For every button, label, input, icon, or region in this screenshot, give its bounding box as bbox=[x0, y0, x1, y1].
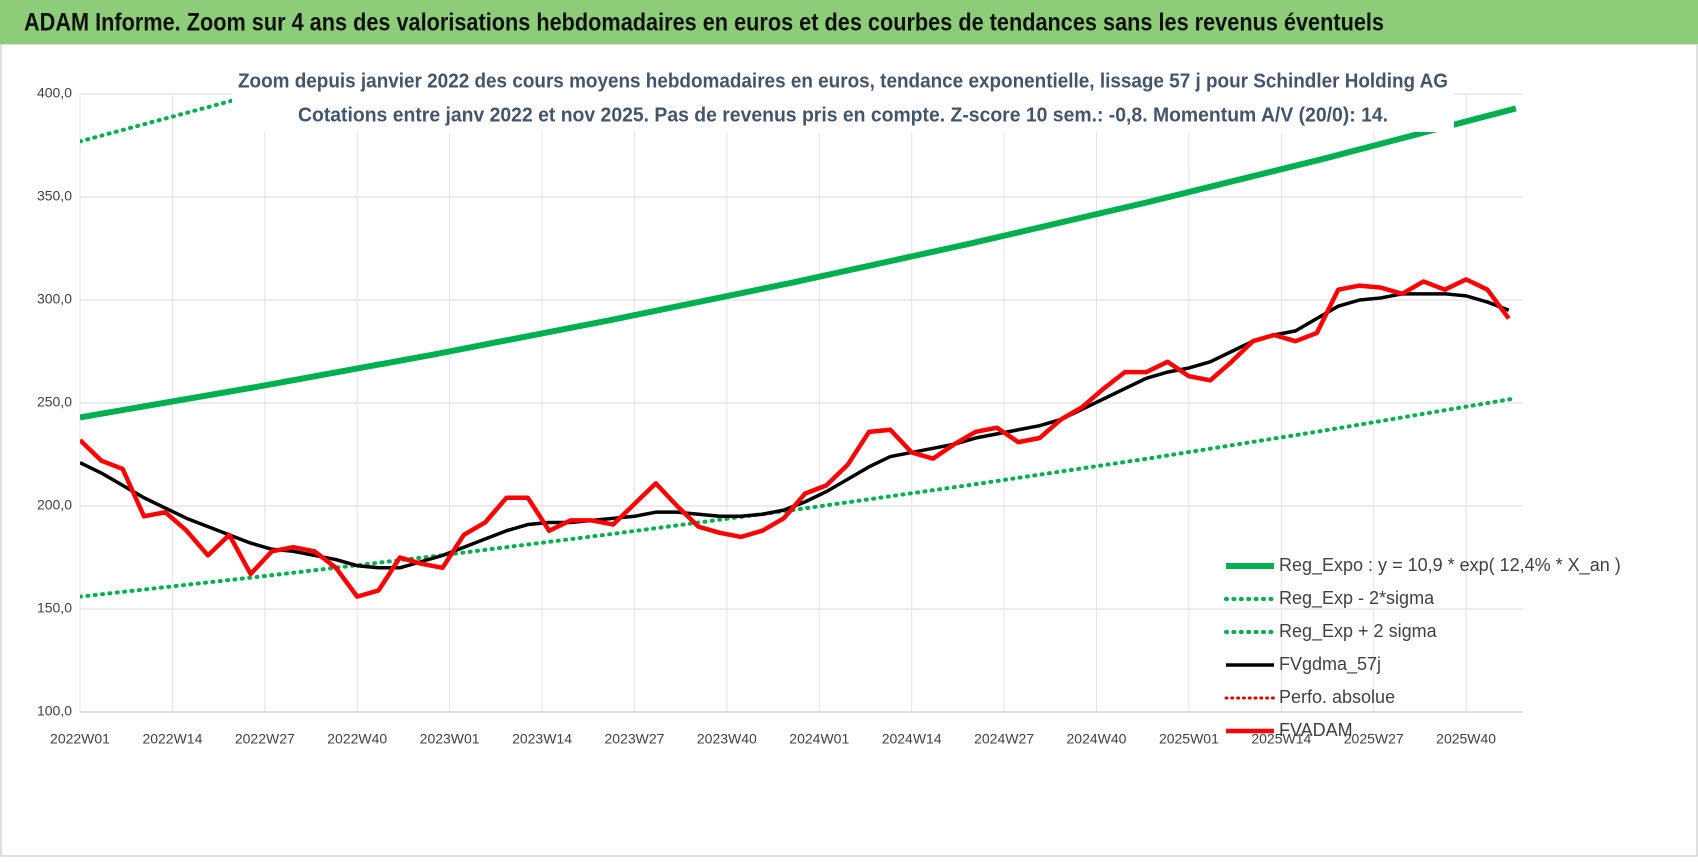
x-tick-label: 2024W27 bbox=[974, 731, 1034, 747]
y-tick-label: 400,0 bbox=[37, 85, 72, 101]
legend-label: Perfo. absolue bbox=[1279, 687, 1395, 707]
x-tick-label: 2025W14 bbox=[1251, 731, 1311, 747]
legend-label: Reg_Exp - 2*sigma bbox=[1279, 588, 1435, 609]
legend-label: Reg_Expo : y = 10,9 * exp( 12,4% * X_an … bbox=[1279, 555, 1621, 576]
x-tick-label: 2023W01 bbox=[420, 731, 480, 747]
legend-label: FVgdma_57j bbox=[1279, 654, 1381, 675]
x-tick-label: 2022W01 bbox=[50, 731, 110, 747]
x-tick-label: 2023W14 bbox=[512, 731, 572, 747]
x-tick-label: 2025W27 bbox=[1344, 731, 1404, 747]
header-title: ADAM Informe. Zoom sur 4 ans des valoris… bbox=[24, 9, 1384, 37]
header-bar bbox=[0, 0, 1698, 44]
x-tick-label: 2025W40 bbox=[1436, 731, 1496, 747]
x-tick-label: 2022W40 bbox=[327, 731, 387, 747]
series-line bbox=[80, 277, 1511, 599]
x-tick-label: 2023W40 bbox=[697, 731, 757, 747]
y-tick-label: 250,0 bbox=[37, 394, 72, 410]
x-tick-label: 2024W01 bbox=[789, 731, 849, 747]
x-tick-label: 2024W14 bbox=[882, 731, 942, 747]
chart-subtitle: Cotations entre janv 2022 et nov 2025. P… bbox=[298, 104, 1388, 126]
subtitle-box bbox=[232, 62, 1454, 132]
x-tick-label: 2024W40 bbox=[1067, 731, 1127, 747]
chart-title: Zoom depuis janvier 2022 des cours moyen… bbox=[238, 70, 1448, 92]
y-tick-label: 350,0 bbox=[37, 188, 72, 204]
y-tick-label: 300,0 bbox=[37, 291, 72, 307]
y-tick-label: 200,0 bbox=[37, 497, 72, 513]
y-tick-label: 150,0 bbox=[37, 600, 72, 616]
x-tick-label: 2023W27 bbox=[604, 731, 664, 747]
legend-label: FVADAM bbox=[1279, 720, 1353, 740]
x-tick-label: 2025W01 bbox=[1159, 731, 1219, 747]
x-tick-label: 2022W14 bbox=[142, 731, 202, 747]
series-line bbox=[80, 105, 1517, 421]
legend-label: Reg_Exp + 2 sigma bbox=[1279, 621, 1438, 642]
x-tick-label: 2022W27 bbox=[235, 731, 295, 747]
y-tick-label: 100,0 bbox=[37, 703, 72, 719]
